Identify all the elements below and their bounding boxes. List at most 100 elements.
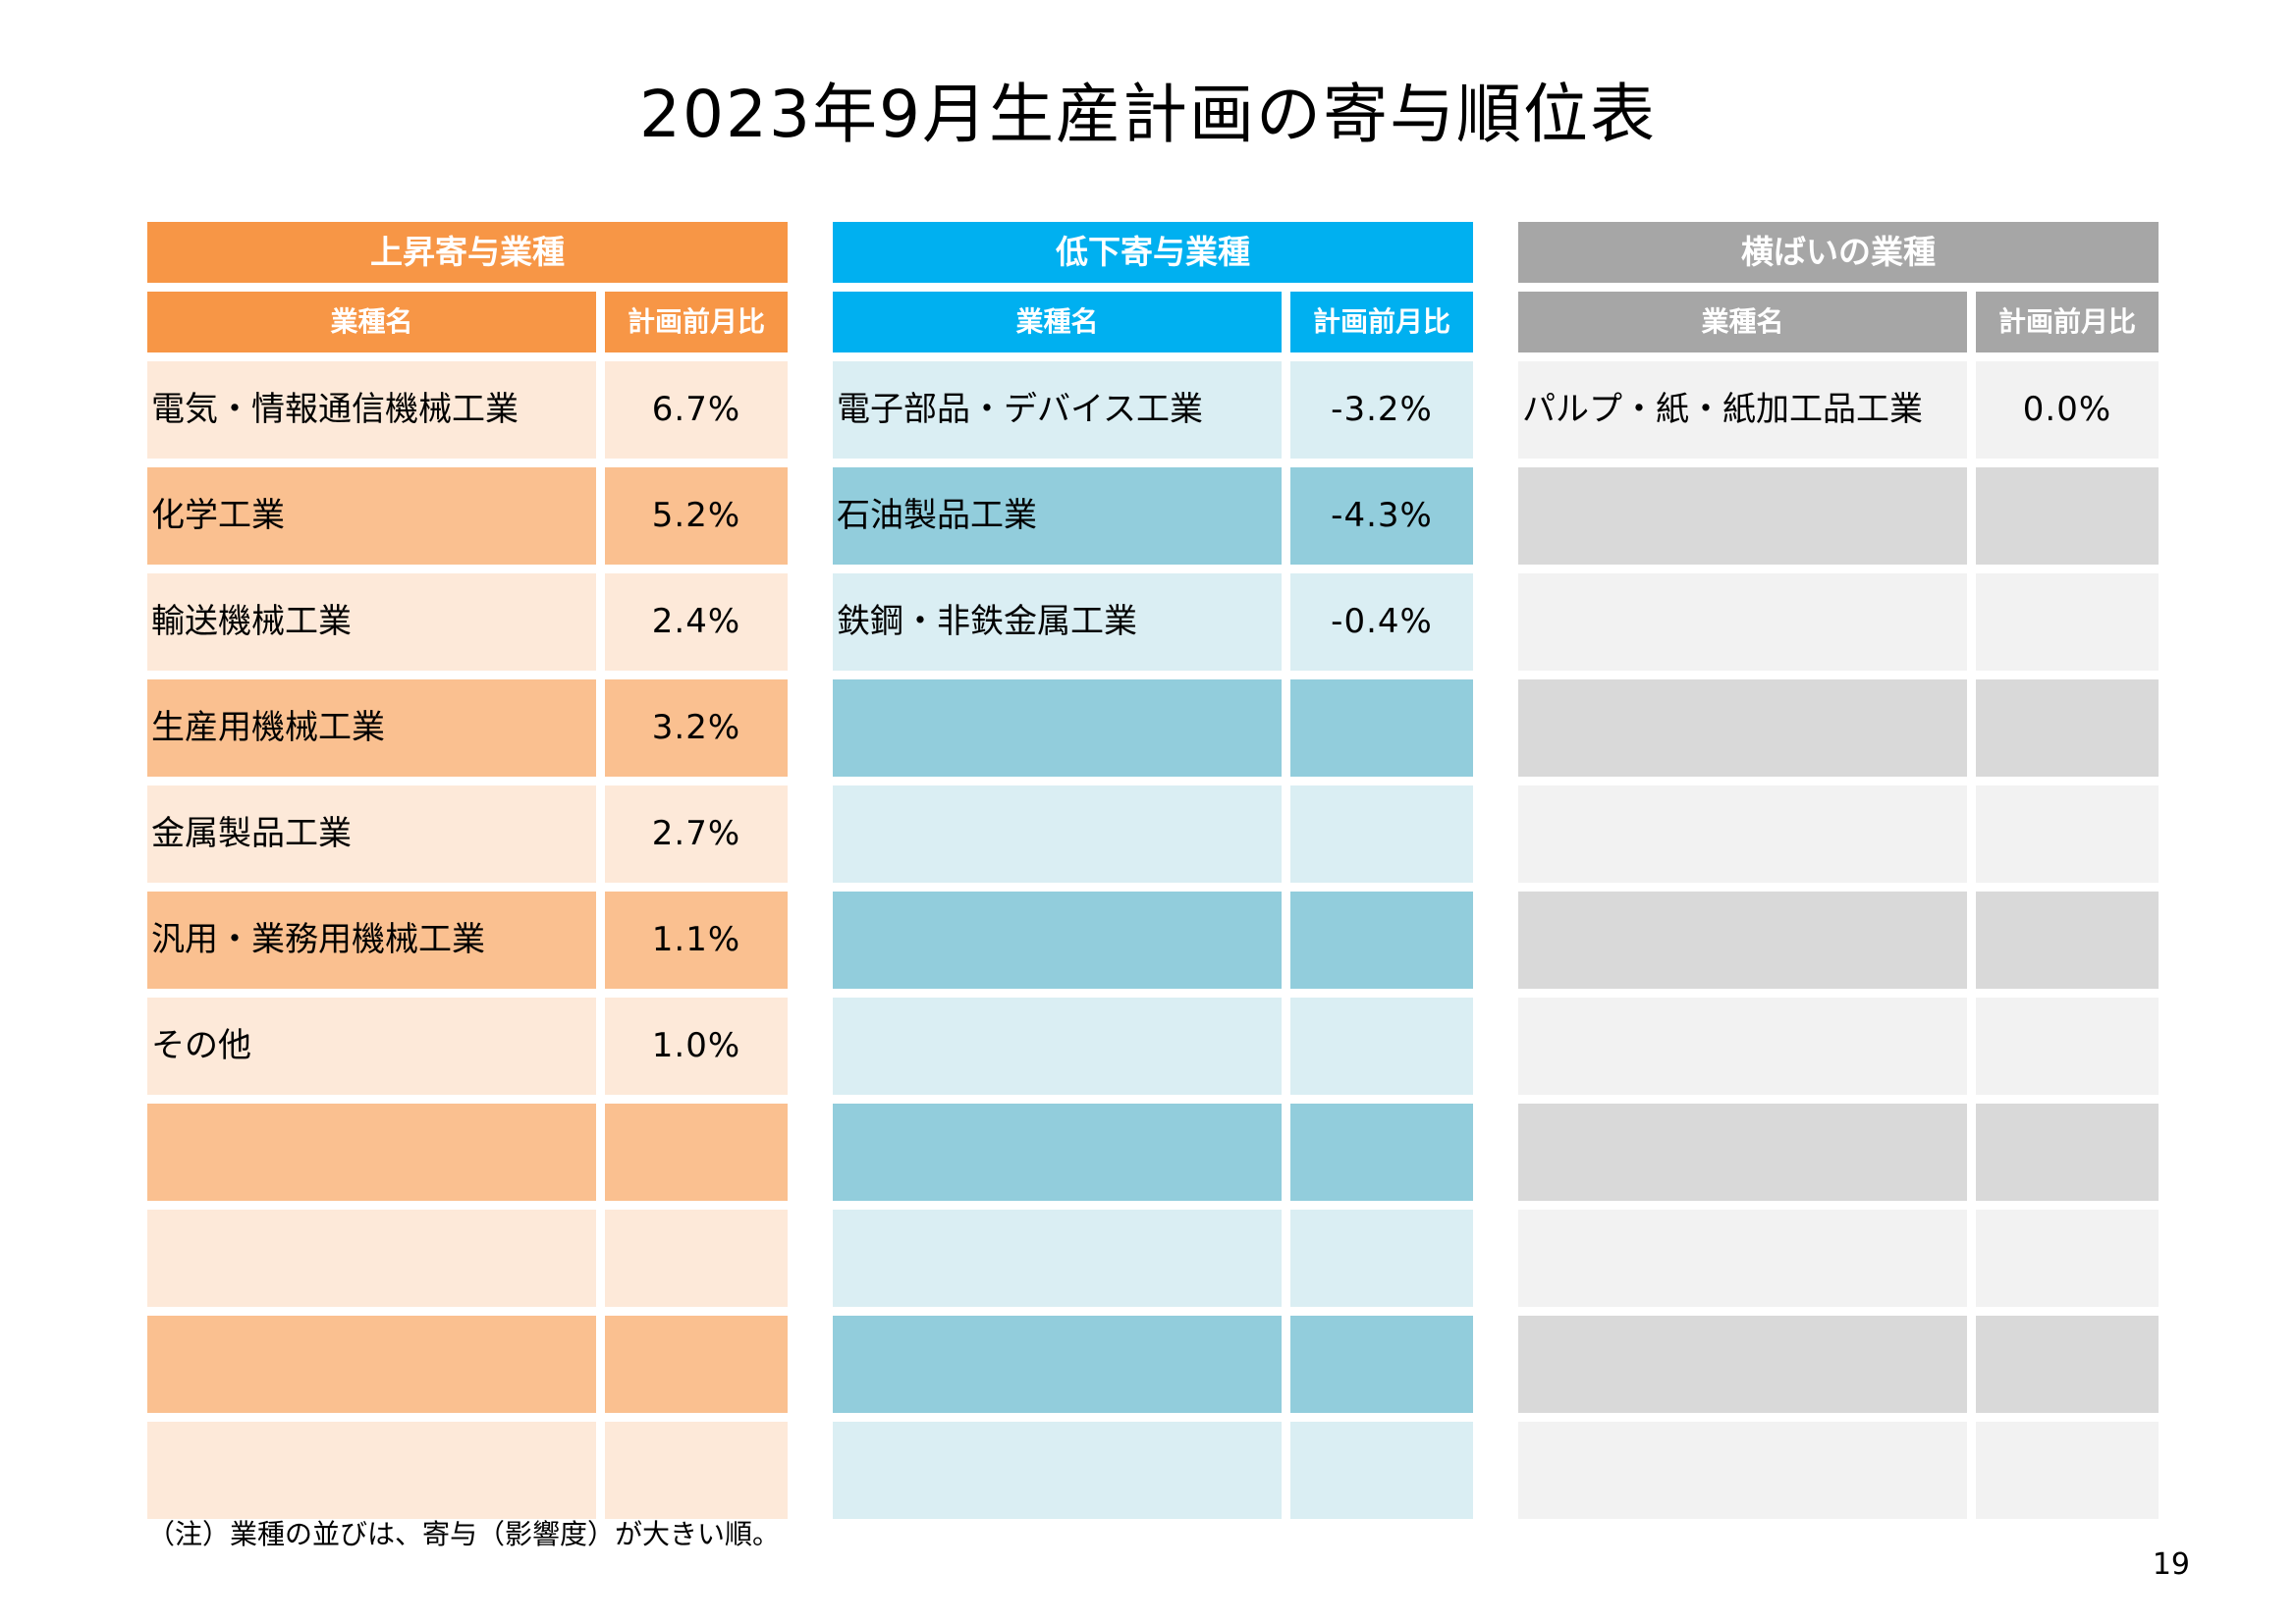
industry-name-cell [1518, 1422, 1967, 1519]
industry-name-cell [1518, 892, 1967, 989]
industry-name-cell [1518, 1104, 1967, 1201]
table-title: 上昇寄与業種 [147, 222, 788, 283]
column-header-industry: 業種名 [833, 292, 1282, 352]
ratio-value-cell [1976, 785, 2159, 883]
industry-name-cell: パルプ・紙・紙加工品工業 [1518, 361, 1967, 459]
table-row [833, 679, 1473, 777]
industry-name-cell: 電子部品・デバイス工業 [833, 361, 1282, 459]
ratio-value-cell [605, 1422, 788, 1519]
table-row: 汎用・業務用機械工業 1.1% [147, 892, 788, 989]
table-row [1518, 998, 2159, 1095]
table-row: 石油製品工業 -4.3% [833, 467, 1473, 565]
table-row [1518, 1104, 2159, 1201]
table-row [1518, 1422, 2159, 1519]
table-row: 電子部品・デバイス工業 -3.2% [833, 361, 1473, 459]
industry-name-cell: 汎用・業務用機械工業 [147, 892, 596, 989]
ratio-value-cell [1976, 1104, 2159, 1201]
column-header-ratio: 計画前月比 [1290, 292, 1473, 352]
table-row: 化学工業 5.2% [147, 467, 788, 565]
table-row: 輸送機械工業 2.4% [147, 573, 788, 671]
ratio-value-cell [1290, 1210, 1473, 1307]
ratio-value-cell: 6.7% [605, 361, 788, 459]
industry-name-cell [833, 1316, 1282, 1413]
industry-name-cell [1518, 785, 1967, 883]
table-row [833, 785, 1473, 883]
column-header-ratio: 計画前月比 [605, 292, 788, 352]
ratio-value-cell [605, 1210, 788, 1307]
page-number: 19 [2152, 1547, 2190, 1582]
column-header-industry: 業種名 [147, 292, 596, 352]
industry-name-cell [833, 679, 1282, 777]
ratio-value-cell [1290, 785, 1473, 883]
ratio-value-cell: 1.0% [605, 998, 788, 1095]
ratio-value-cell [1976, 467, 2159, 565]
industry-name-cell: 生産用機械工業 [147, 679, 596, 777]
industry-name-cell [1518, 573, 1967, 671]
table-row [1518, 679, 2159, 777]
column-header-row: 業種名 計画前月比 [833, 292, 1473, 352]
industry-name-cell [147, 1104, 596, 1201]
industry-name-cell: 金属製品工業 [147, 785, 596, 883]
industry-name-cell [833, 998, 1282, 1095]
table-row [147, 1104, 788, 1201]
industry-name-cell: その他 [147, 998, 596, 1095]
ratio-value-cell: -3.2% [1290, 361, 1473, 459]
table-row [833, 1316, 1473, 1413]
table-row: その他 1.0% [147, 998, 788, 1095]
fall-contribution-table: 低下寄与業種 業種名 計画前月比 電子部品・デバイス工業 -3.2% 石油製品工業 -4.3… [833, 222, 1473, 1519]
table-row: 電気・情報通信機械工業 6.7% [147, 361, 788, 459]
table-row [1518, 892, 2159, 989]
table-title: 横ばいの業種 [1518, 222, 2159, 283]
footnote: （注）業種の並びは、寄与（影響度）が大きい順。 [147, 1518, 781, 1550]
table-row [1518, 573, 2159, 671]
ratio-value-cell [1290, 1104, 1473, 1201]
table-row [833, 1422, 1473, 1519]
table-row: 金属製品工業 2.7% [147, 785, 788, 883]
ratio-value-cell: 2.4% [605, 573, 788, 671]
industry-name-cell [833, 1422, 1282, 1519]
table-row: 鉄鋼・非鉄金属工業 -0.4% [833, 573, 1473, 671]
ratio-value-cell: 2.7% [605, 785, 788, 883]
ratio-value-cell [1976, 573, 2159, 671]
industry-name-cell [1518, 679, 1967, 777]
ratio-value-cell [1976, 1316, 2159, 1413]
industry-name-cell [833, 892, 1282, 989]
ratio-value-cell [605, 1316, 788, 1413]
table-row [1518, 1210, 2159, 1307]
industry-name-cell [1518, 998, 1967, 1095]
ratio-value-cell [1976, 998, 2159, 1095]
ratio-value-cell: 5.2% [605, 467, 788, 565]
ratio-value-cell [1290, 1316, 1473, 1413]
industry-name-cell [1518, 1316, 1967, 1413]
ratio-value-cell [1290, 679, 1473, 777]
ratio-value-cell [1976, 892, 2159, 989]
industry-name-cell: 鉄鋼・非鉄金属工業 [833, 573, 1282, 671]
ratio-value-cell [1976, 1210, 2159, 1307]
industry-name-cell [147, 1316, 596, 1413]
table-row [147, 1210, 788, 1307]
ratio-value-cell: 0.0% [1976, 361, 2159, 459]
ratio-value-cell [1290, 892, 1473, 989]
table-row [1518, 785, 2159, 883]
flat-industries-table: 横ばいの業種 業種名 計画前月比パルプ・紙・紙加工品工業 0.0% [1518, 222, 2159, 1519]
table-row [147, 1422, 788, 1519]
industry-name-cell [833, 785, 1282, 883]
table-row [147, 1316, 788, 1413]
industry-name-cell [833, 1104, 1282, 1201]
column-header-row: 業種名 計画前月比 [147, 292, 788, 352]
industry-name-cell [147, 1210, 596, 1307]
column-header-row: 業種名 計画前月比 [1518, 292, 2159, 352]
table-row: 生産用機械工業 3.2% [147, 679, 788, 777]
table-row [1518, 1316, 2159, 1413]
column-header-ratio: 計画前月比 [1976, 292, 2159, 352]
ratio-value-cell: -0.4% [1290, 573, 1473, 671]
industry-name-cell: 輸送機械工業 [147, 573, 596, 671]
industry-name-cell [833, 1210, 1282, 1307]
table-row [833, 892, 1473, 989]
industry-name-cell: 化学工業 [147, 467, 596, 565]
ratio-value-cell [1290, 1422, 1473, 1519]
table-row [833, 998, 1473, 1095]
rise-contribution-table: 上昇寄与業種 業種名 計画前月比電気・情報通信機械工業 6.7% 化学工業 5.2% 輸送機… [147, 222, 788, 1519]
industry-name-cell [1518, 1210, 1967, 1307]
ratio-value-cell: 1.1% [605, 892, 788, 989]
